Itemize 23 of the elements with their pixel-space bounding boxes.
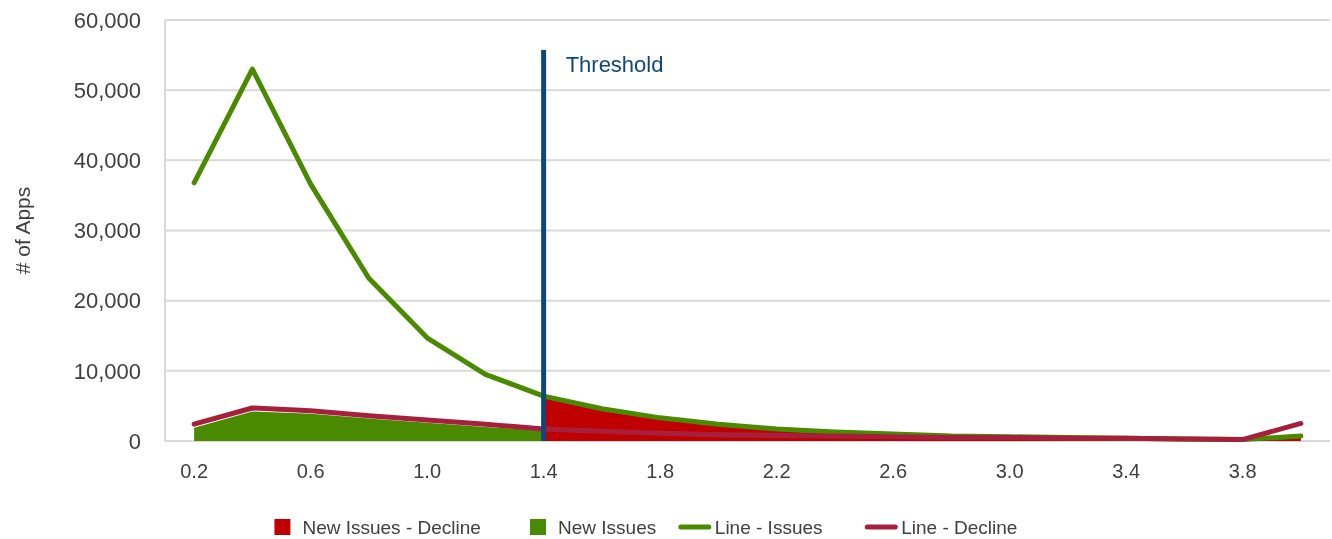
legend-label: New Issues - Decline	[302, 516, 481, 538]
x-tick-label: 1.4	[529, 460, 558, 482]
y-tick-label: 60,000	[73, 7, 141, 33]
legend-label: New Issues	[558, 516, 657, 538]
legend-label: Line - Issues	[714, 516, 823, 538]
x-tick-label: 0.6	[296, 460, 325, 482]
x-tick-label: 0.2	[180, 460, 209, 482]
x-tick-label: 1.0	[413, 460, 442, 482]
y-tick-label: 50,000	[73, 77, 141, 103]
y-tick-label: 30,000	[73, 218, 141, 244]
legend-label: Line - Decline	[901, 516, 1018, 538]
x-tick-label: 3.0	[995, 460, 1024, 482]
y-tick-label: 40,000	[73, 148, 141, 174]
x-tick-label: 2.2	[762, 460, 791, 482]
y-tick-label: 20,000	[73, 288, 141, 314]
x-tick-label: 2.6	[879, 460, 908, 482]
y-tick-label: 0	[128, 428, 141, 454]
y-axis-title: # of Apps	[11, 186, 34, 275]
ref-line-label: Threshold	[565, 52, 664, 77]
y-tick-label: 10,000	[73, 358, 141, 384]
x-tick-label: 3.4	[1112, 460, 1141, 482]
x-tick-label: 1.8	[646, 460, 675, 482]
x-tick-label: 3.8	[1228, 460, 1257, 482]
